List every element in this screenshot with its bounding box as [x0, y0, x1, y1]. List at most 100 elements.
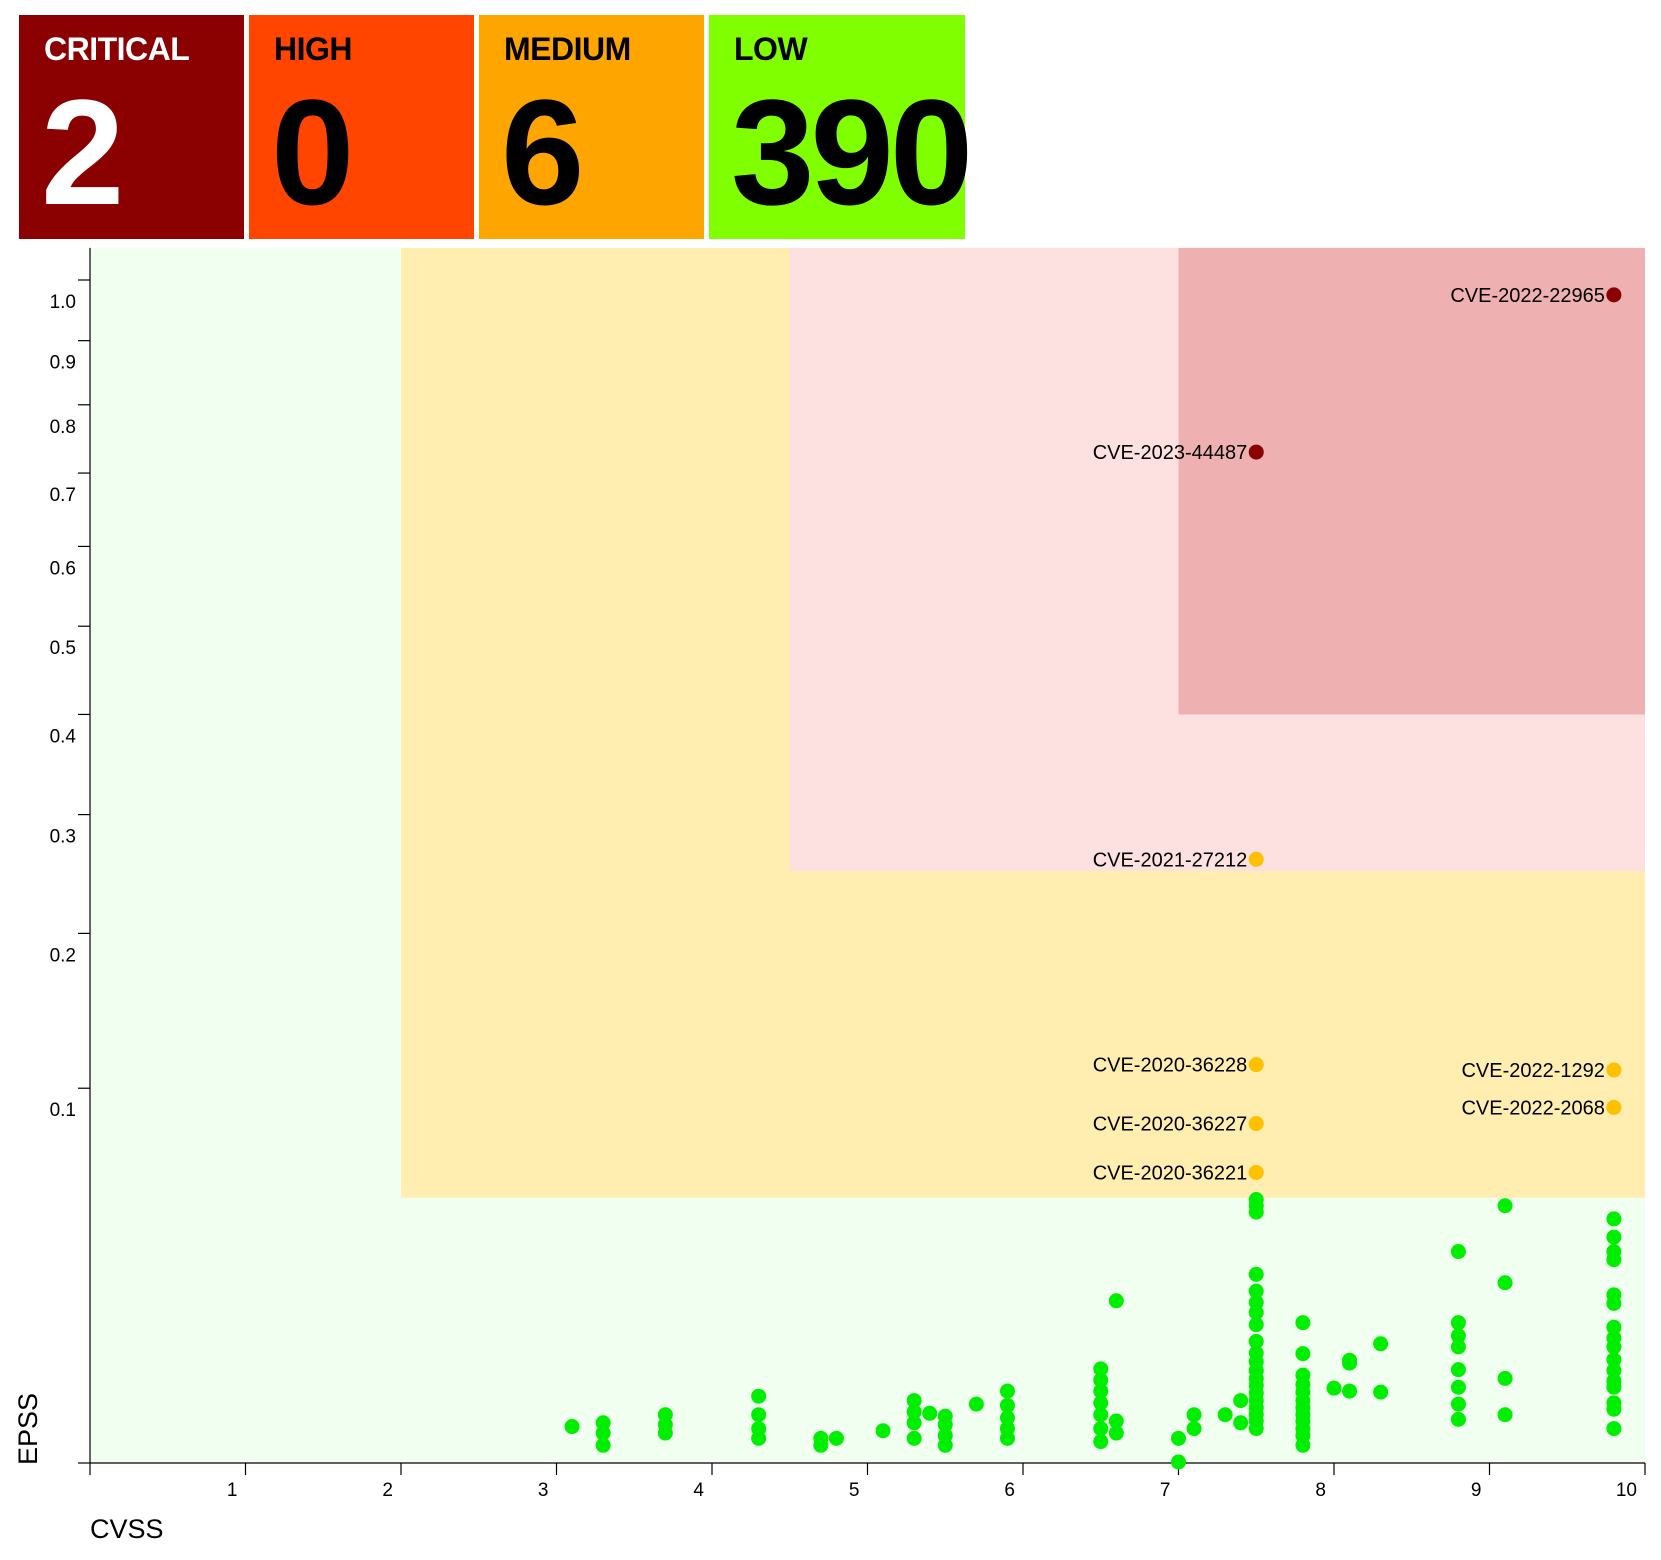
- low-point: [1606, 1339, 1622, 1355]
- low-point: [1373, 1384, 1389, 1400]
- cve-label: CVE-2022-2068: [1461, 1097, 1604, 1119]
- x-tick-label: 3: [538, 1480, 549, 1501]
- y-tick-label: 0.7: [50, 485, 76, 506]
- y-tick-label: 0.9: [50, 353, 76, 374]
- low-point: [1342, 1355, 1358, 1371]
- low-point: [1171, 1430, 1186, 1446]
- low-point: [922, 1405, 938, 1421]
- x-tick-label: 9: [1471, 1480, 1482, 1501]
- y-tick-label: 0.2: [50, 945, 76, 966]
- summary-tile-critical: CRITICAL 2: [19, 15, 244, 239]
- severity-regions: [90, 247, 1645, 1462]
- low-point: [968, 1396, 984, 1412]
- low-point: [1497, 1370, 1513, 1386]
- low-point: [1497, 1275, 1513, 1291]
- medium-label: MEDIUM: [504, 31, 631, 67]
- y-axis-title: EPSS: [13, 1393, 43, 1465]
- cve-label: CVE-2022-1292: [1461, 1060, 1604, 1082]
- cve-label: CVE-2023-44487: [1093, 442, 1248, 464]
- low-point: [1248, 1317, 1264, 1333]
- low-point: [1450, 1339, 1466, 1355]
- low-point: [1233, 1415, 1249, 1431]
- low-point: [828, 1430, 844, 1446]
- low-point: [1342, 1383, 1358, 1399]
- x-axis-title: CVSS: [90, 1514, 164, 1544]
- low-point: [1248, 1283, 1264, 1299]
- axes: 0.1 0.2 0.3 0.4 0.5 0.6 0.7 0.8 0.9 1.0 1 2 3 4 5 6 7 8 9 1…: [50, 247, 1646, 1501]
- low-point: [1606, 1252, 1622, 1268]
- high-label: HIGH: [274, 31, 353, 67]
- summary-tile-low: LOW 390: [709, 15, 973, 239]
- low-point: [875, 1423, 891, 1439]
- low-label: LOW: [734, 31, 808, 67]
- low-point: [1186, 1407, 1202, 1423]
- summary-tile-high: HIGH 0: [249, 15, 474, 239]
- critical-label: CRITICAL: [44, 31, 190, 67]
- low-point: [937, 1437, 953, 1453]
- y-tick-label: 0.1: [50, 1100, 76, 1121]
- x-tick-label: 8: [1315, 1480, 1326, 1501]
- low-point: [1326, 1380, 1342, 1396]
- critical-point: [1606, 287, 1622, 303]
- medium-point: [1248, 1057, 1264, 1073]
- low-point: [1186, 1421, 1202, 1437]
- low-point: [937, 1417, 953, 1433]
- medium-point: [1248, 1116, 1264, 1132]
- cve-label: CVE-2020-36228: [1093, 1055, 1248, 1077]
- low-point: [906, 1430, 922, 1446]
- cve-label: CVE-2020-36221: [1093, 1162, 1248, 1184]
- low-point: [1450, 1244, 1466, 1260]
- x-tick-label: 5: [849, 1480, 860, 1501]
- low-point: [751, 1430, 767, 1446]
- low-point: [1093, 1383, 1109, 1399]
- x-tick-label: 6: [1004, 1480, 1015, 1501]
- low-count: 390: [731, 68, 973, 236]
- low-point: [1093, 1372, 1109, 1388]
- low-point: [1497, 1198, 1513, 1214]
- low-point: [1295, 1437, 1311, 1453]
- x-tick-label: 7: [1160, 1480, 1171, 1501]
- critical-point: [1248, 444, 1264, 460]
- high-count: 0: [271, 68, 354, 236]
- low-point: [906, 1415, 922, 1431]
- low-point: [1093, 1407, 1109, 1423]
- low-point: [1606, 1421, 1622, 1437]
- low-point: [1606, 1401, 1622, 1417]
- low-point: [1450, 1411, 1466, 1427]
- low-point: [657, 1425, 673, 1441]
- low-point: [1450, 1328, 1466, 1344]
- medium-point: [1248, 1164, 1264, 1180]
- low-point: [1248, 1304, 1264, 1320]
- low-point: [564, 1419, 580, 1435]
- low-point: [1373, 1336, 1389, 1352]
- cve-label: CVE-2020-36227: [1093, 1114, 1248, 1136]
- low-point: [1093, 1395, 1109, 1411]
- medium-point: [1606, 1099, 1622, 1115]
- low-point: [1093, 1434, 1109, 1450]
- low-point: [999, 1430, 1015, 1446]
- low-point: [1450, 1315, 1466, 1331]
- x-tick-label: 1: [227, 1480, 238, 1501]
- low-point: [1606, 1319, 1622, 1335]
- low-point: [595, 1415, 611, 1431]
- cve-label: CVE-2021-27212: [1093, 849, 1248, 871]
- low-point: [1093, 1361, 1109, 1377]
- x-tick-label: 4: [693, 1480, 704, 1501]
- low-point: [1108, 1293, 1124, 1309]
- low-point: [1217, 1407, 1233, 1423]
- x-tick-label: 2: [382, 1480, 393, 1501]
- low-point: [813, 1437, 829, 1453]
- labeled-cve-points: CVE-2022-22965 CVE-2023-44487 CVE-2021-272…: [1093, 285, 1622, 1184]
- y-tick-label: 0.4: [50, 726, 77, 747]
- low-point: [1497, 1407, 1513, 1423]
- low-point: [999, 1383, 1015, 1399]
- low-point: [1108, 1425, 1124, 1441]
- low-point: [1248, 1421, 1264, 1437]
- low-point: [1295, 1346, 1311, 1362]
- low-point: [1450, 1396, 1466, 1412]
- low-point: [999, 1410, 1015, 1426]
- y-tick-label: 1.0: [50, 292, 76, 313]
- x-tick-label: 10: [1616, 1480, 1637, 1501]
- low-point: [999, 1397, 1015, 1413]
